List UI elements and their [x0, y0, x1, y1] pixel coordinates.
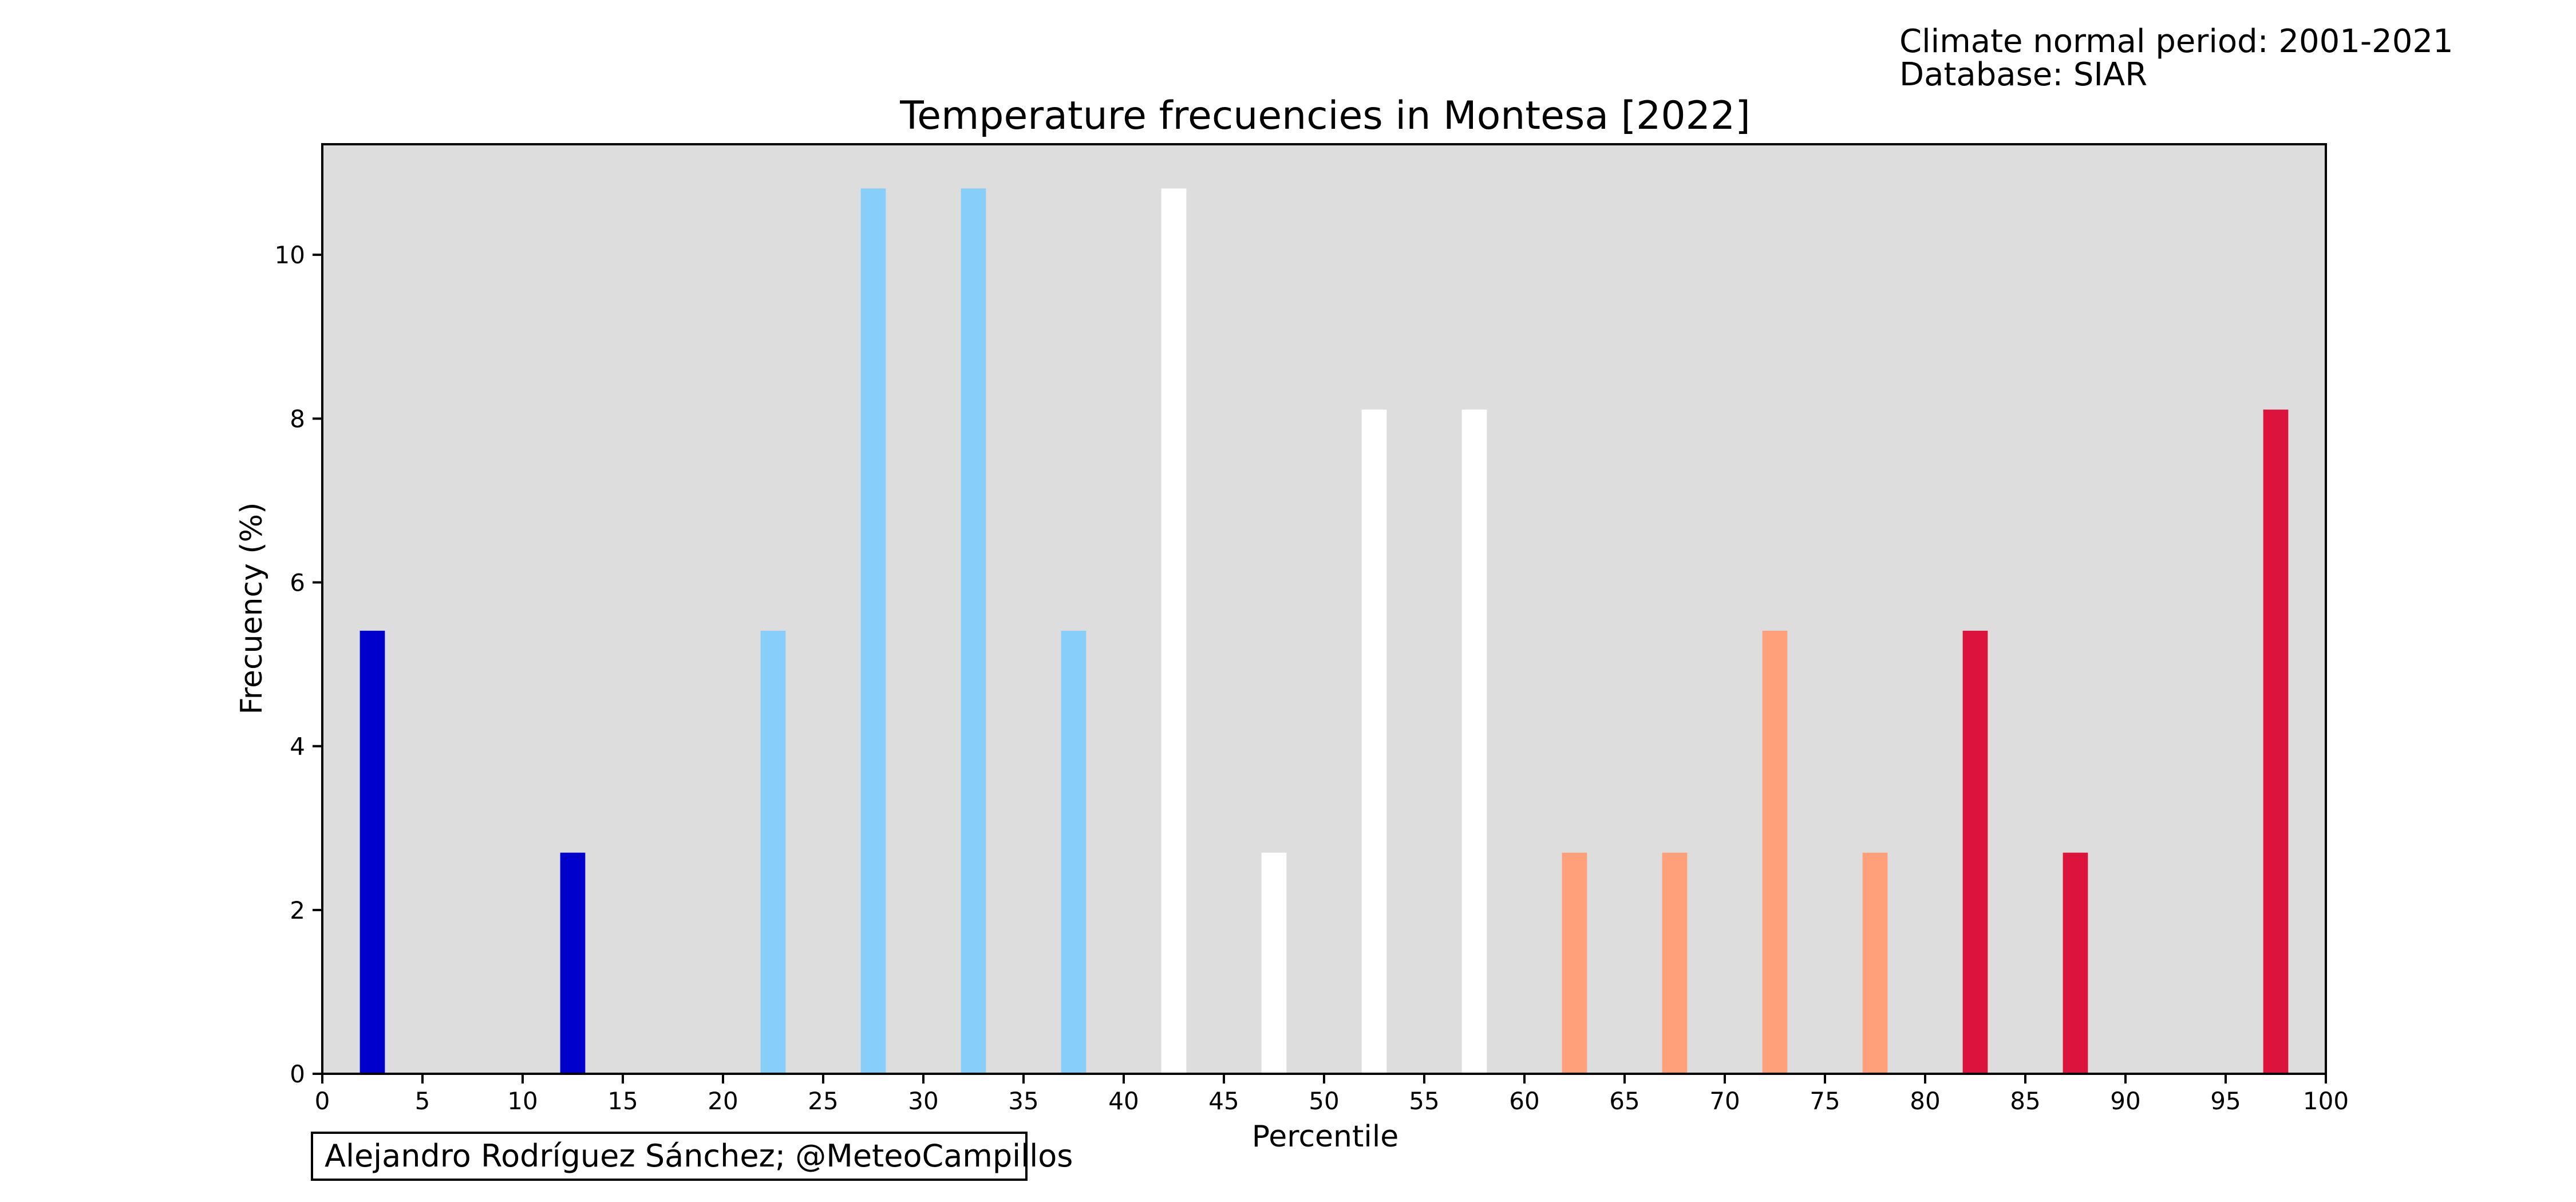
- x-tick-label: 60: [1509, 1087, 1539, 1115]
- bar: [1061, 630, 1086, 1074]
- bar: [1261, 852, 1287, 1074]
- y-axis-label: Frecuency (%): [235, 503, 269, 715]
- y-tick-label: 6: [290, 568, 305, 596]
- x-tick-label: 100: [2303, 1087, 2349, 1115]
- bar: [961, 188, 986, 1074]
- x-tick-label: 45: [1208, 1087, 1239, 1115]
- x-tick-label: 40: [1108, 1087, 1139, 1115]
- x-tick-label: 10: [507, 1087, 538, 1115]
- bar: [1361, 409, 1387, 1074]
- x-tick-label: 35: [1008, 1087, 1038, 1115]
- x-axis: 0 5 10 15 20 25 30 35 40 45 50 55 60 65 70 75 80 85 90 95 10…: [315, 1074, 2349, 1115]
- bar: [1161, 188, 1187, 1074]
- y-tick-label: 10: [275, 241, 305, 269]
- y-tick-label: 0: [290, 1060, 305, 1088]
- x-tick-label: 20: [708, 1087, 738, 1115]
- bar: [1862, 852, 1888, 1074]
- x-tick-label: 55: [1409, 1087, 1439, 1115]
- x-tick-label: 5: [415, 1087, 430, 1115]
- bar: [1762, 630, 1788, 1074]
- y-tick-label: 2: [290, 896, 305, 924]
- bar: [1662, 852, 1688, 1074]
- author-credit: Alejandro Rodríguez Sánchez; @MeteoCampi…: [311, 1132, 1073, 1181]
- bar: [1562, 852, 1587, 1074]
- x-tick-label: 95: [2210, 1087, 2241, 1115]
- x-tick-label: 75: [1809, 1087, 1840, 1115]
- bar: [2263, 409, 2289, 1074]
- y-tick-label: 8: [290, 405, 305, 433]
- database-text: Database: SIAR: [1899, 56, 2148, 93]
- x-axis-label: Percentile: [1252, 1120, 1399, 1154]
- x-tick-label: 0: [315, 1087, 330, 1115]
- bar: [2063, 852, 2088, 1074]
- y-axis: 0 2 4 6 8 10: [275, 241, 322, 1088]
- x-tick-label: 15: [607, 1087, 638, 1115]
- x-tick-label: 50: [1309, 1087, 1339, 1115]
- bar: [560, 852, 586, 1074]
- x-tick-label: 70: [1709, 1087, 1740, 1115]
- plot-area: [322, 144, 2326, 1074]
- bar: [359, 630, 385, 1074]
- x-tick-label: 80: [1910, 1087, 1940, 1115]
- x-tick-label: 65: [1609, 1087, 1639, 1115]
- y-tick-label: 4: [290, 733, 305, 761]
- bar: [1962, 630, 1988, 1074]
- bar: [1461, 409, 1487, 1074]
- x-tick-label: 90: [2110, 1087, 2140, 1115]
- x-tick-label: 25: [808, 1087, 838, 1115]
- chart-title: Temperature frecuencies in Montesa [2022…: [899, 93, 1750, 139]
- bar: [860, 188, 886, 1074]
- bars: [359, 188, 2289, 1074]
- x-tick-label: 85: [2010, 1087, 2040, 1115]
- x-tick-label: 30: [908, 1087, 938, 1115]
- chart-metadata: Climate normal period: 2001-2021 Databas…: [1899, 25, 2453, 92]
- bar: [760, 630, 786, 1074]
- normal-period-text: Climate normal period: 2001-2021: [1899, 23, 2453, 60]
